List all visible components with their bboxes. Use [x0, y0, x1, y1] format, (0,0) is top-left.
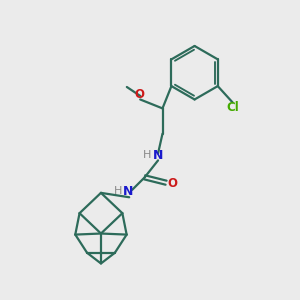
Text: O: O	[134, 88, 144, 101]
Text: N: N	[123, 185, 133, 198]
Text: Cl: Cl	[227, 101, 240, 114]
Text: H: H	[114, 186, 122, 196]
Text: N: N	[153, 149, 163, 162]
Text: H: H	[142, 150, 151, 161]
Text: O: O	[167, 177, 177, 190]
